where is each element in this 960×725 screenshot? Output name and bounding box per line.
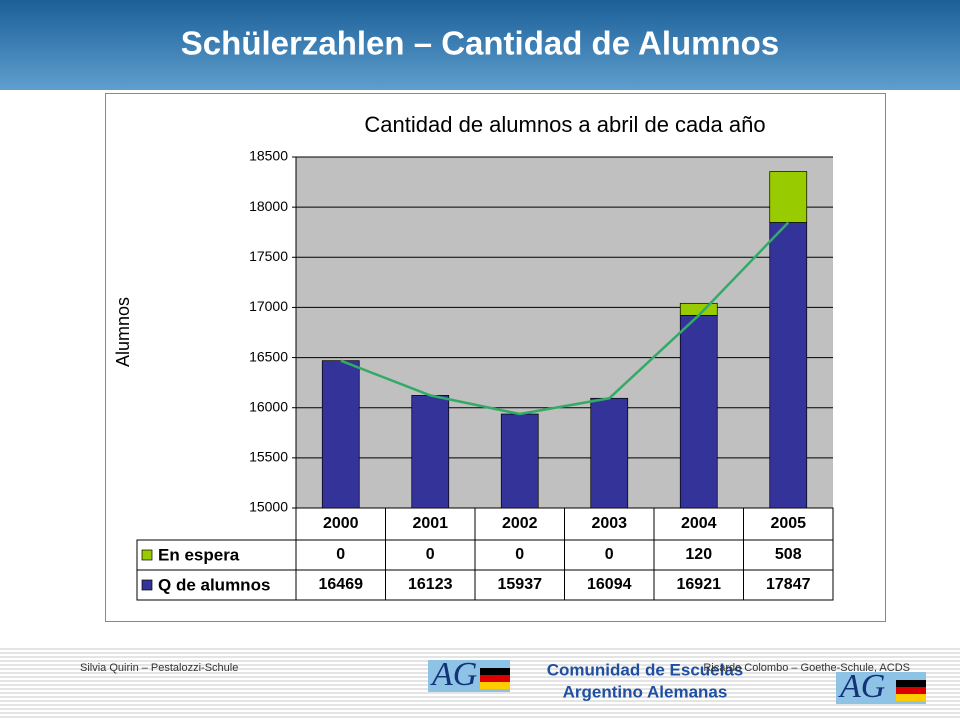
data-label: 15937 <box>498 576 543 593</box>
data-label: 16469 <box>319 576 364 593</box>
legend-swatch <box>141 579 153 591</box>
header-bar <box>0 0 960 90</box>
data-label: 16921 <box>677 576 722 593</box>
org-name: Argentino Alemanas <box>563 682 728 701</box>
y-tick-label: 16500 <box>249 348 288 364</box>
data-label: 16094 <box>587 576 632 593</box>
footer-left: Silvia Quirin – Pestalozzi-Schule <box>80 662 238 674</box>
y-axis-label: Alumnos <box>113 297 133 367</box>
bar-segment <box>411 395 450 509</box>
data-label: 0 <box>336 546 345 563</box>
data-label: 508 <box>775 546 802 563</box>
data-label: 120 <box>685 546 712 563</box>
x-tick-label: 2001 <box>412 515 448 532</box>
x-tick-label: 2003 <box>591 515 627 532</box>
bar-segment <box>679 315 718 509</box>
logo-text: AG <box>838 668 885 705</box>
bar-segment <box>590 397 629 509</box>
flag <box>896 680 926 687</box>
logo-text: AG <box>430 656 477 693</box>
plot-area <box>296 157 833 508</box>
x-tick-label: 2002 <box>502 515 538 532</box>
flag <box>896 687 926 694</box>
y-tick-label: 15000 <box>249 499 288 515</box>
legend-label: En espera <box>158 545 240 564</box>
y-tick-label: 18000 <box>249 198 288 214</box>
data-label: 16123 <box>408 576 453 593</box>
flag <box>480 675 510 682</box>
x-tick-label: 2004 <box>681 515 717 532</box>
bar-segment <box>769 171 808 223</box>
bar-segment <box>500 413 539 509</box>
data-label: 0 <box>605 546 614 563</box>
y-tick-label: 16000 <box>249 398 288 414</box>
x-tick-label: 2005 <box>770 515 806 532</box>
bar-segment <box>769 222 808 509</box>
flag <box>480 668 510 675</box>
chart-title: Cantidad de alumnos a abril de cada año <box>364 112 765 137</box>
flag <box>896 694 926 701</box>
org-name: Comunidad de Escuelas <box>547 660 744 679</box>
footer-right: Ricardo Colombo – Goethe-Schule, ACDS <box>703 662 910 674</box>
slide-title: Schülerzahlen – Cantidad de Alumnos <box>181 25 779 62</box>
bar-segment <box>321 360 360 509</box>
y-tick-label: 17000 <box>249 298 288 314</box>
legend-swatch <box>141 549 153 561</box>
y-tick-label: 18500 <box>249 148 288 164</box>
y-tick-label: 15500 <box>249 449 288 465</box>
chart: 15000 15500 16000 16500 17000 17500 18000 18500… <box>136 148 834 601</box>
bar-segment <box>679 302 718 316</box>
legend-label: Q de alumnos <box>158 575 270 594</box>
data-label: 0 <box>515 546 524 563</box>
flag <box>480 682 510 689</box>
y-tick-label: 17500 <box>249 248 288 264</box>
data-label: 17847 <box>766 576 811 593</box>
data-label: 0 <box>426 546 435 563</box>
x-tick-label: 2000 <box>323 515 359 532</box>
trend-line <box>340 221 790 416</box>
